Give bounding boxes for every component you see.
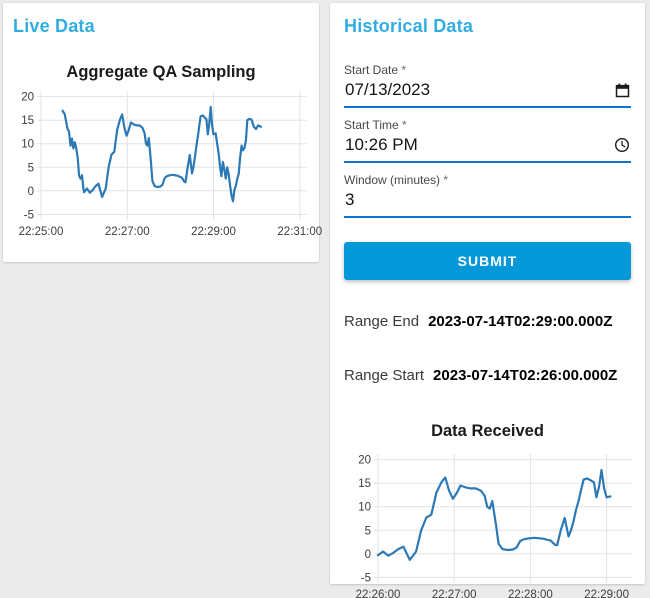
svg-text:22:28:00: 22:28:00 (508, 589, 553, 598)
svg-text:22:27:00: 22:27:00 (432, 589, 477, 598)
data-received-chart-title: Data Received (431, 422, 544, 440)
svg-text:5: 5 (365, 525, 371, 537)
svg-text:0: 0 (365, 549, 371, 561)
live-chart-title: Aggregate QA Sampling (66, 63, 256, 81)
window-minutes-label: Window (minutes) * (344, 173, 449, 187)
svg-text:22:27:00: 22:27:00 (105, 226, 150, 238)
start-date-input[interactable]: 07/13/2023 (344, 77, 631, 108)
svg-text:22:29:00: 22:29:00 (191, 226, 236, 238)
svg-text:15: 15 (21, 115, 34, 127)
start-date-label: Start Date * (344, 63, 407, 77)
historical-form: Start Date * 07/13/2023 Start Time * (330, 63, 645, 598)
start-time-input[interactable]: 10:26 PM (344, 132, 631, 163)
window-minutes-value: 3 (345, 190, 355, 209)
range-start-value: 2023-07-14T02:26:00.000Z (433, 367, 618, 384)
live-data-panel: Live Data Aggregate QA Sampling -5 0 5 10 15… (3, 3, 322, 262)
svg-text:-5: -5 (361, 572, 371, 584)
window-minutes-input[interactable]: 3 (344, 187, 631, 218)
svg-text:10: 10 (358, 502, 371, 514)
start-date-value: 07/13/2023 (345, 80, 431, 99)
svg-text:20: 20 (358, 455, 371, 467)
svg-text:20: 20 (21, 92, 34, 104)
svg-text:22:25:00: 22:25:00 (19, 226, 64, 238)
range-end-value: 2023-07-14T02:29:00.000Z (428, 313, 613, 330)
required-marker: * (443, 173, 449, 187)
svg-text:10: 10 (21, 139, 34, 151)
svg-text:22:26:00: 22:26:00 (356, 589, 401, 598)
range-start-label: Range Start (344, 367, 425, 384)
range-end-label: Range End (344, 313, 420, 330)
clock-icon[interactable] (614, 137, 630, 153)
svg-text:-5: -5 (24, 209, 34, 221)
submit-button[interactable]: SUBMIT (344, 242, 631, 280)
live-data-chart: -5 0 5 10 15 20 22:25:00 22:27:00 22:29:00 22:31:… (19, 91, 322, 238)
start-time-value: 10:26 PM (345, 135, 418, 154)
svg-text:22:29:00: 22:29:00 (584, 589, 629, 598)
historical-data-title: Historical Data (344, 16, 474, 36)
svg-text:0: 0 (28, 186, 34, 198)
historical-data-panel: Historical Data Start Date * 07/13/2023 (330, 3, 645, 598)
svg-text:15: 15 (358, 478, 371, 490)
required-marker: * (401, 63, 407, 77)
range-start-row: Range Start 2023-07-14T02:26:00.000Z (344, 367, 631, 384)
required-marker: * (402, 118, 407, 132)
svg-text:5: 5 (28, 162, 34, 174)
range-end-row: Range End 2023-07-14T02:29:00.000Z (344, 313, 631, 330)
live-data-title: Live Data (13, 16, 95, 36)
svg-text:22:31:00: 22:31:00 (277, 226, 322, 238)
start-time-label: Start Time * (344, 118, 407, 132)
calendar-icon[interactable] (615, 83, 630, 98)
data-received-chart: -5 0 5 10 15 20 22:26:00 22:27:00 22:28:00 22:29:… (356, 454, 632, 598)
